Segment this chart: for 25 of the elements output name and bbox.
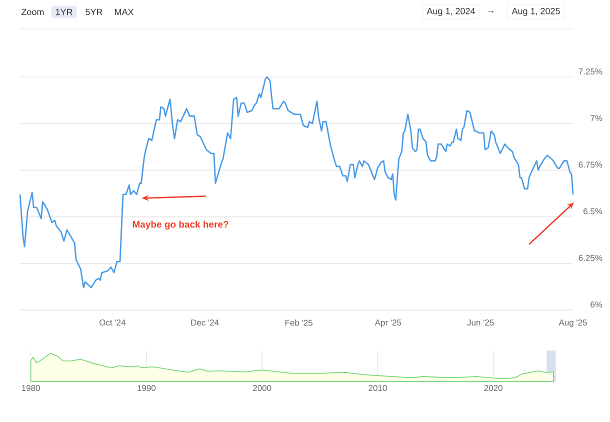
x-tick-label: 1980 [22,385,40,392]
text: Aug 1, 2024 [426,8,475,16]
y-tick-label: 6.25% [578,254,602,261]
x-tick-label: 2000 [253,385,272,392]
x-tick-label: Feb '25 [285,320,312,326]
x-tick-label: 2020 [484,385,502,392]
y-tick-label: 7.25% [578,68,602,74]
text: 1YR [56,8,72,16]
text: Zoom [21,8,44,16]
x-tick-label: Dec '24 [191,320,219,326]
annotation: Maybe go back here? [132,220,228,230]
x-tick-label: Oct '24 [100,320,126,326]
y-tick-label: 7% [590,115,602,122]
x-tick-label: 1990 [138,385,156,392]
text: → [488,10,494,13]
y-tick-label: 6% [590,301,602,308]
x-tick-label: 2010 [368,385,387,392]
x-tick-label: Apr '25 [374,320,402,328]
text: MAX [114,8,134,16]
text: 5YR [86,8,102,16]
text: Aug 1, 2025 [512,8,560,16]
x-tick-label: Aug '25 [558,320,587,328]
x-tick-label: Jun '25 [467,320,494,326]
y-tick-label: 6.5% [584,208,602,214]
y-tick-label: 6.75% [578,162,602,168]
